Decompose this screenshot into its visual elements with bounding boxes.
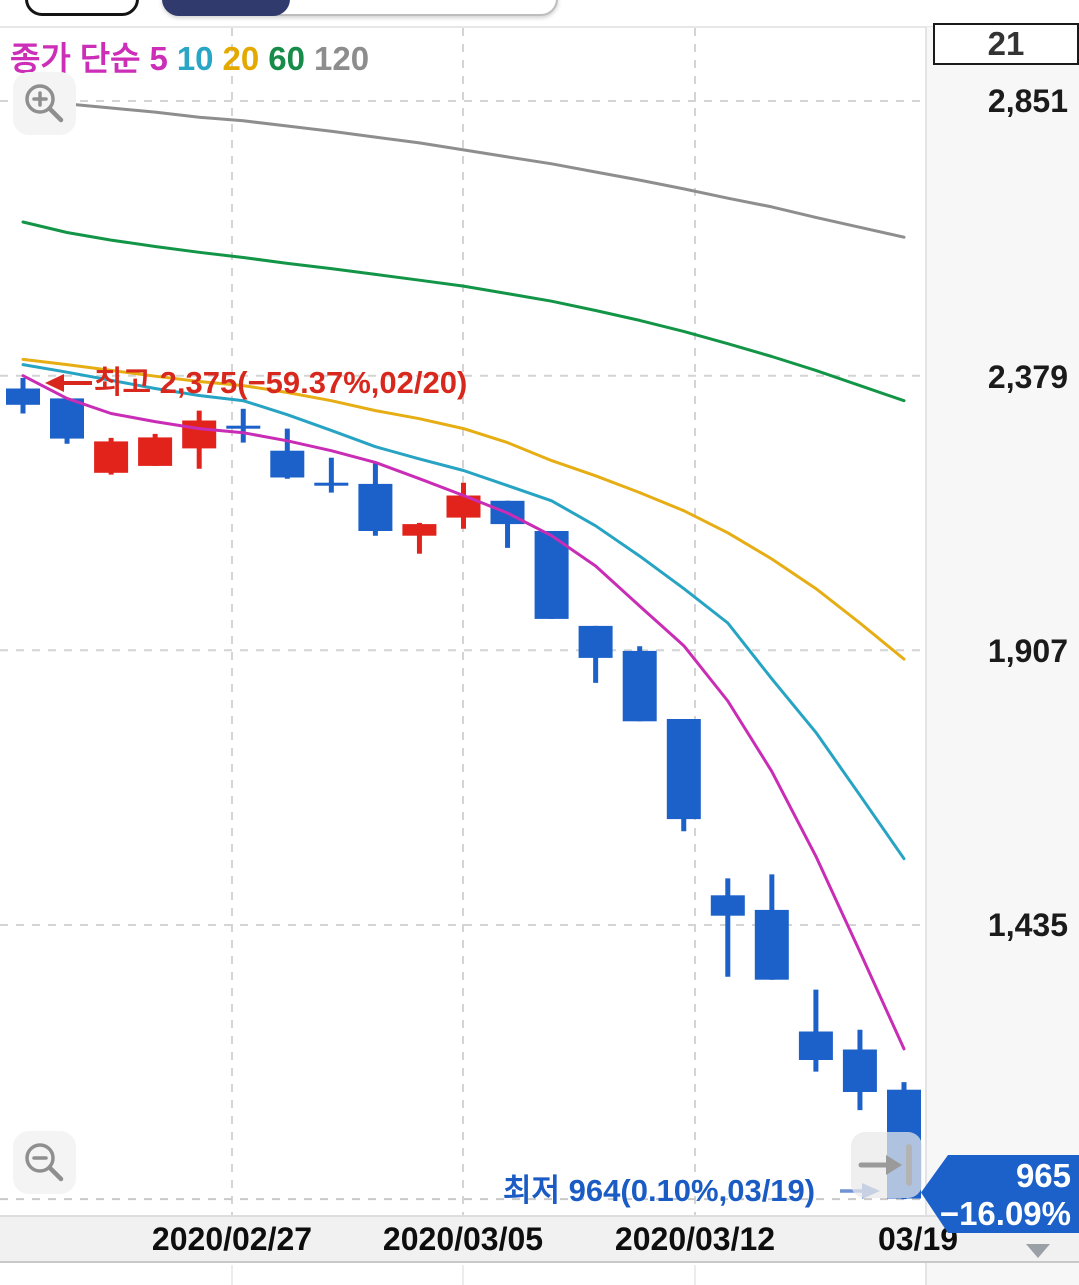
selected-period-segment[interactable] xyxy=(162,0,290,16)
y-axis-label: 1,435 xyxy=(987,907,1068,943)
y-axis-label: 2,379 xyxy=(987,359,1068,395)
x-axis-label: 2020/03/05 xyxy=(382,1221,544,1257)
gridline-stub xyxy=(462,1265,464,1285)
price-axis-panel xyxy=(925,27,1079,1285)
arrow-to-end-icon xyxy=(858,1144,912,1186)
axis-corner-handle[interactable] xyxy=(1026,1244,1050,1258)
legend-item: 단순 xyxy=(79,40,141,77)
price-tag-change: −16.09% xyxy=(939,1195,1071,1232)
legend-item: 5 xyxy=(149,40,168,77)
top-toolbar xyxy=(0,0,1079,28)
x-axis-label: 2020/02/27 xyxy=(151,1221,313,1257)
bar-count-box[interactable]: 21 xyxy=(933,23,1079,65)
zoom-out-button[interactable] xyxy=(13,1131,76,1194)
y-axis-label: 2,851 xyxy=(987,83,1068,119)
y-axis-label: 1,907 xyxy=(987,633,1068,669)
ma-legend: 종가 단순 5 10 20 60 120 xyxy=(10,32,378,80)
legend-item: 종가 xyxy=(10,40,71,77)
zoom-out-icon xyxy=(24,1142,63,1181)
x-axis-label: 2020/03/12 xyxy=(614,1221,776,1257)
gridline-stub xyxy=(694,1265,696,1285)
legend-item: 20 xyxy=(222,40,260,77)
legend-item: 120 xyxy=(313,40,370,77)
legend-item: 10 xyxy=(176,40,214,77)
high-annotation: 최고 2,375(−59.37%,02/20) xyxy=(94,365,468,400)
price-tag: 965 −16.09% xyxy=(921,1155,1079,1233)
gridline-stub xyxy=(231,1265,233,1285)
legend-item: 60 xyxy=(268,40,305,77)
low-annotation: 최저 964(0.10%,03/19) xyxy=(503,1173,816,1208)
zoom-in-button[interactable] xyxy=(13,72,76,135)
zoom-in-icon xyxy=(24,83,63,122)
go-to-latest-button[interactable] xyxy=(851,1132,922,1198)
price-tag-price: 965 xyxy=(1015,1157,1071,1194)
date-axis-band xyxy=(0,1215,1079,1263)
